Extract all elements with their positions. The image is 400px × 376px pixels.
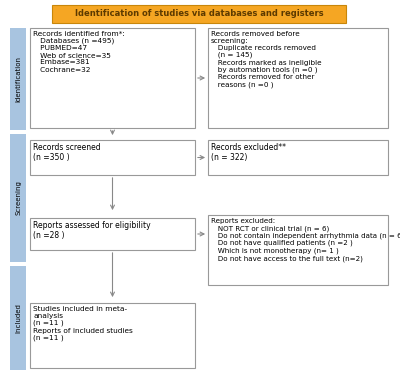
Text: Identification of studies via databases and registers: Identification of studies via databases … [75, 9, 323, 18]
Text: Records excluded**
(n = 322): Records excluded** (n = 322) [211, 143, 286, 162]
Bar [208, 28, 388, 128]
Text: Identification: Identification [15, 56, 21, 102]
Text: Records removed before
screening:
   Duplicate records removed
   (n = 145)
   R: Records removed before screening: Duplic… [211, 31, 322, 88]
Text: Reports assessed for eligibility
(n =28 ): Reports assessed for eligibility (n =28 … [33, 221, 151, 240]
Text: Included: Included [15, 303, 21, 333]
Bar [208, 215, 388, 285]
Bar [208, 140, 388, 175]
Text: Records screened
(n =350 ): Records screened (n =350 ) [33, 143, 101, 162]
Bar [30, 218, 195, 250]
Bar [30, 28, 195, 128]
Text: Studies included in meta-
analysis
(n =11 )
Reports of included studies
(n =11 ): Studies included in meta- analysis (n =1… [33, 306, 133, 341]
Text: Records identified from*:
   Databases (n =495)
   PUBMED=47
   Web of science=3: Records identified from*: Databases (n =… [33, 31, 125, 73]
Text: Screening: Screening [15, 180, 21, 215]
Bar [10, 266, 26, 370]
Bar [10, 134, 26, 262]
Bar [30, 140, 195, 175]
Text: Reports excluded:
   NOT RCT or clinical trial (n = 6)
   Do not contain indepen: Reports excluded: NOT RCT or clinical tr… [211, 218, 400, 261]
Bar [30, 303, 195, 368]
Bar [10, 28, 26, 130]
Bar [52, 5, 346, 23]
